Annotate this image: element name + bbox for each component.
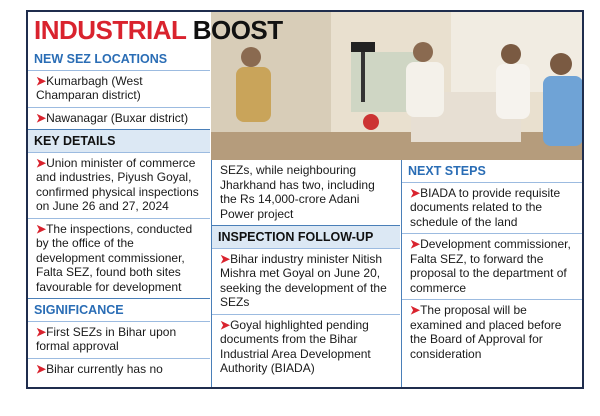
bullet-item: Union minister of commerce and industrie… [28, 151, 210, 218]
section: INSPECTION FOLLOW-UPBihar industry minis… [212, 225, 400, 380]
section-heading: KEY DETAILS [28, 130, 210, 152]
bullet-item: Bihar industry minister Nitish Mishra me… [212, 247, 400, 314]
section: NEW SEZ LOCATIONS Kumarbagh (West Champar… [28, 48, 210, 129]
bullet-item: The proposal will be examined and placed… [402, 299, 582, 365]
bullet-item: BIADA to provide requisite documents rel… [402, 181, 582, 234]
middle-column: SEZs, while neighbouring Jharkhand has t… [211, 160, 400, 387]
bullet-item: Bihar currently has no [28, 357, 210, 381]
section-heading: SIGNIFICANCE [34, 303, 124, 317]
section: SIGNIFICANCE First SEZs in Bihar upon for… [28, 298, 210, 380]
section: NEXT STEPS BIADA to provide requisite doc… [402, 160, 582, 365]
infographic: INDUSTRIAL BOOST NEW SEZ LOCATIONS Kumarb… [26, 10, 584, 389]
section-heading: NEW SEZ LOCATIONS [34, 52, 168, 66]
photo [211, 12, 582, 160]
right-column: NEXT STEPS BIADA to provide requisite doc… [401, 160, 582, 387]
bullet-item: The inspections, conducted by the office… [28, 217, 210, 299]
section-heading: NEXT STEPS [408, 164, 486, 178]
section-heading: INSPECTION FOLLOW-UP [212, 226, 400, 248]
bullet-item: Goyal highlighted pending documents from… [212, 313, 400, 380]
title-red: INDUSTRIAL [34, 15, 186, 45]
section: KEY DETAILSUnion minister of commerce an… [28, 129, 210, 298]
title: INDUSTRIAL BOOST [34, 14, 283, 46]
left-column: NEW SEZ LOCATIONS Kumarbagh (West Champar… [28, 48, 210, 387]
bullet-item: Nawanagar (Buxar district) [28, 106, 210, 130]
bullet-item: First SEZs in Bihar upon formal approval [28, 320, 210, 358]
bullet-item: Kumarbagh (West Champaran district) [28, 69, 210, 107]
bullet-item: Development commissioner, Falta SEZ, to … [402, 233, 582, 299]
title-black: BOOST [192, 15, 283, 45]
continuation: SEZs, while neighbouring Jharkhand has t… [220, 163, 375, 221]
